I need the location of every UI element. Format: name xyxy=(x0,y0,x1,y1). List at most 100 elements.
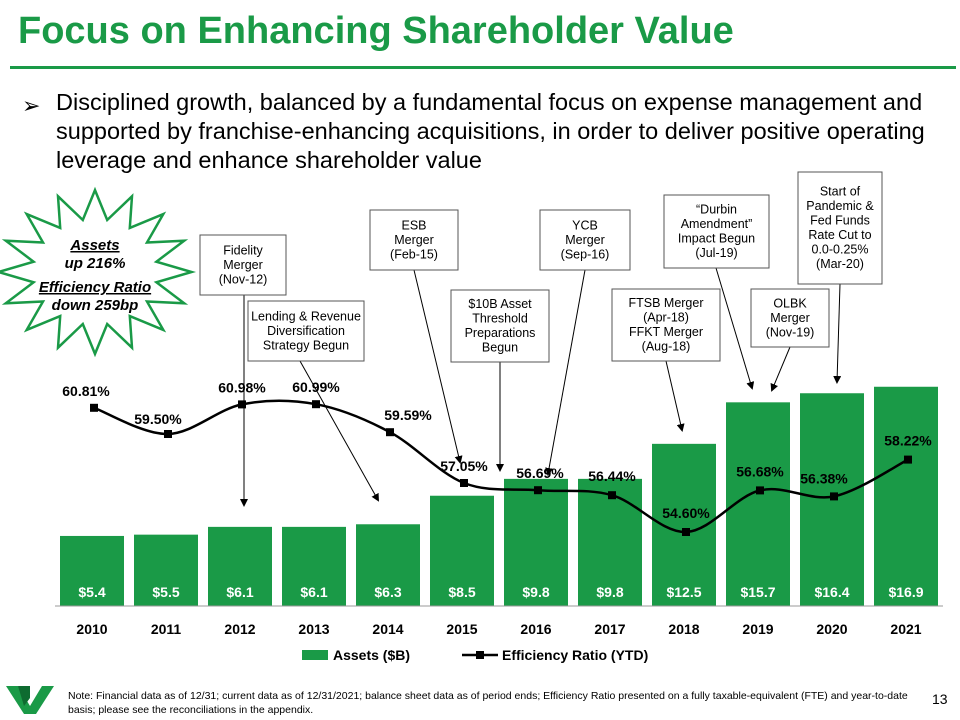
efficiency-ratio-marker xyxy=(608,491,616,500)
annotation-box xyxy=(539,209,631,271)
efficiency-ratio-marker xyxy=(312,400,320,409)
x-tick-label: 2012 xyxy=(224,621,255,637)
x-tick-label: 2010 xyxy=(76,621,107,637)
x-tick-label: 2011 xyxy=(151,621,182,637)
annotation-text: Preparations xyxy=(465,326,536,340)
annotation-text: (Nov-12) xyxy=(219,272,268,286)
starburst-shape xyxy=(0,186,197,358)
page-number: 13 xyxy=(932,691,948,707)
bullet-text: Disciplined growth, balanced by a fundam… xyxy=(56,89,925,173)
x-tick-label: 2021 xyxy=(890,621,921,637)
efficiency-ratio-marker xyxy=(904,455,912,464)
legend-assets-label: Assets ($B) xyxy=(333,647,410,663)
annotation-text: Merger xyxy=(565,233,605,247)
efficiency-ratio-marker xyxy=(682,528,690,536)
starburst-line-2: up 216% xyxy=(65,255,126,272)
bank-logo xyxy=(6,686,54,714)
legend-assets-swatch xyxy=(302,650,328,660)
assets-bar xyxy=(578,478,642,606)
annotation-text: (Sep-16) xyxy=(561,247,610,261)
bar-value-label: $9.8 xyxy=(596,584,623,600)
efficiency-ratio-label: 56.38% xyxy=(800,470,848,486)
bar-value-label: $6.3 xyxy=(374,584,401,600)
bar-value-label: $16.9 xyxy=(888,584,923,600)
efficiency-ratio-label: 60.81% xyxy=(62,383,110,399)
x-tick-label: 2016 xyxy=(520,621,551,637)
annotation-box xyxy=(797,171,883,285)
page-title: Focus on Enhancing Shareholder Value xyxy=(18,10,734,52)
x-tick-label: 2013 xyxy=(298,621,329,637)
annotation-box xyxy=(750,288,830,348)
bar-value-label: $12.5 xyxy=(666,584,701,600)
bar-value-label: $6.1 xyxy=(226,584,253,600)
annotation-text: Rate Cut to xyxy=(808,228,871,242)
assets-bar xyxy=(356,524,420,606)
bar-value-label: $5.4 xyxy=(78,584,105,600)
annotation-text: (Aug-18) xyxy=(642,340,691,354)
efficiency-ratio-marker xyxy=(90,403,98,412)
annotation-arrow xyxy=(665,360,685,432)
assets-bar xyxy=(430,495,494,606)
bar-value-label: $5.5 xyxy=(152,584,179,600)
x-tick-label: 2015 xyxy=(446,621,477,637)
efficiency-ratio-label: 57.05% xyxy=(440,458,488,474)
annotation-text: “Durbin xyxy=(696,203,737,217)
assets-bar xyxy=(60,535,124,606)
annotation-box xyxy=(611,288,721,362)
annotation-arrow xyxy=(413,269,463,464)
assets-bar xyxy=(874,386,938,606)
annotation-text: $10B Asset xyxy=(468,297,532,311)
annotation-text: (Feb-15) xyxy=(390,247,438,261)
annotation-box xyxy=(199,234,287,296)
annotation-text: Merger xyxy=(770,311,810,325)
annotation-text: (Mar-20) xyxy=(816,257,864,271)
annotation-text: 0.0-0.25% xyxy=(812,243,869,257)
annotation-text: Fidelity xyxy=(223,243,263,257)
annotation-arrow xyxy=(545,269,586,476)
annotation-text: Threshold xyxy=(472,312,528,326)
annotation-box xyxy=(450,289,550,363)
annotation-text: (Nov-19) xyxy=(766,325,815,339)
title-divider xyxy=(10,66,956,69)
starburst-line-3: Efficiency Ratio xyxy=(39,279,151,296)
efficiency-ratio-label: 56.44% xyxy=(588,468,636,484)
bar-value-label: $15.7 xyxy=(740,584,775,600)
assets-bar xyxy=(504,478,568,606)
annotation-box xyxy=(247,300,365,362)
efficiency-ratio-marker xyxy=(534,486,542,495)
annotation-text: (Jul-19) xyxy=(695,246,737,260)
x-tick-label: 2017 xyxy=(594,621,625,637)
annotation-text: FTSB Merger xyxy=(628,296,703,310)
bar-value-label: $8.5 xyxy=(448,584,475,600)
annotation-text: Impact Begun xyxy=(678,232,755,246)
annotation-text: (Apr-18) xyxy=(643,311,689,325)
legend-line-marker xyxy=(476,651,484,659)
annotation-text: Merger xyxy=(223,258,263,272)
assets-bar xyxy=(282,526,346,606)
annotation-arrow xyxy=(715,267,755,390)
annotation-text: Diversification xyxy=(267,324,345,338)
annotation-text: Start of xyxy=(820,185,861,199)
annotation-text: OLBK xyxy=(773,296,807,310)
efficiency-ratio-label: 54.60% xyxy=(662,505,710,521)
efficiency-ratio-marker xyxy=(386,428,394,437)
efficiency-ratio-line xyxy=(93,399,909,534)
bar-value-label: $6.1 xyxy=(300,584,327,600)
bullet-arrow-icon: ➢ xyxy=(22,93,41,118)
starburst-callout: Assets up 216% Efficiency Ratio down 259… xyxy=(0,186,197,358)
annotation-text: ESB xyxy=(401,218,426,232)
x-tick-label: 2014 xyxy=(372,621,403,637)
annotation-box xyxy=(369,209,459,271)
annotation-arrow xyxy=(299,360,379,502)
efficiency-ratio-label: 60.99% xyxy=(292,379,340,395)
annotation-box xyxy=(663,194,770,269)
annotation-text: Amendment” xyxy=(681,217,753,231)
footnote: Note: Financial data as of 12/31; curren… xyxy=(68,690,908,716)
annotation-text: Strategy Begun xyxy=(263,338,349,352)
x-tick-label: 2019 xyxy=(742,621,773,637)
assets-bar xyxy=(208,526,272,606)
efficiency-ratio-label: 58.22% xyxy=(884,433,932,449)
efficiency-ratio-label: 56.68% xyxy=(736,463,784,479)
efficiency-ratio-marker xyxy=(756,486,764,495)
